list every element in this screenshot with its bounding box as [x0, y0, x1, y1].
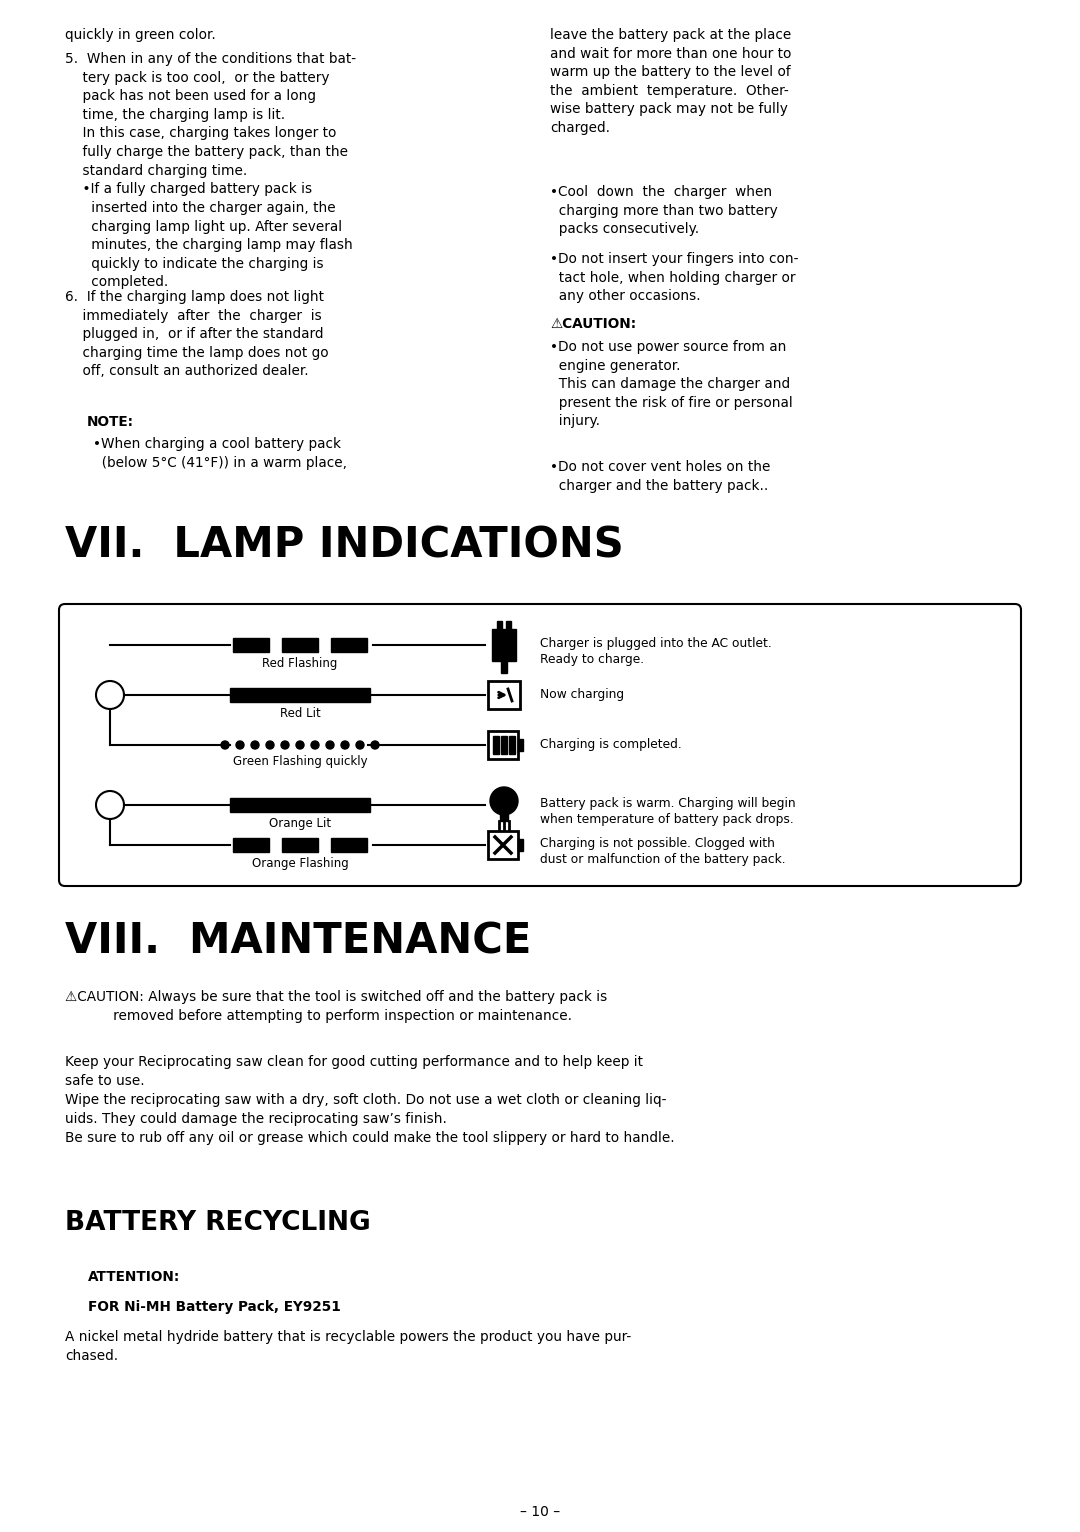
Circle shape	[341, 741, 349, 749]
Bar	[492, 630, 516, 660]
Circle shape	[281, 741, 289, 749]
Text: A nickel metal hydride battery that is recyclable powers the product you have pu: A nickel metal hydride battery that is r…	[65, 1330, 631, 1362]
Circle shape	[311, 741, 319, 749]
Bar	[500, 813, 508, 821]
Bar	[501, 735, 507, 754]
Text: ATTENTION:: ATTENTION:	[87, 1270, 180, 1284]
Bar	[488, 830, 518, 859]
Bar	[492, 735, 499, 754]
Text: BATTERY RECYCLING: BATTERY RECYCLING	[65, 1210, 370, 1236]
Text: Orange Flashing: Orange Flashing	[252, 856, 349, 870]
Bar	[330, 637, 367, 653]
Text: Red Flashing: Red Flashing	[262, 657, 338, 669]
Text: Red Lit: Red Lit	[280, 706, 321, 720]
Text: •Do not use power source from an
  engine generator.
  This can damage the charg: •Do not use power source from an engine …	[550, 340, 793, 429]
Circle shape	[490, 787, 518, 815]
Bar	[233, 838, 269, 852]
Bar	[518, 738, 523, 751]
Text: FOR Ni-MH Battery Pack, EY9251: FOR Ni-MH Battery Pack, EY9251	[87, 1301, 341, 1314]
Circle shape	[96, 682, 124, 709]
Text: leave the battery pack at the place
and wait for more than one hour to
warm up t: leave the battery pack at the place and …	[550, 28, 792, 135]
Text: Be sure to rub off any oil or grease which could make the tool slippery or hard : Be sure to rub off any oil or grease whi…	[65, 1131, 675, 1144]
Circle shape	[372, 741, 379, 749]
Text: •Do not insert your fingers into con-
  tact hole, when holding charger or
  any: •Do not insert your fingers into con- ta…	[550, 251, 798, 303]
Text: – 10 –: – 10 –	[519, 1504, 561, 1520]
Text: •Do not cover vent holes on the
  charger and the battery pack..: •Do not cover vent holes on the charger …	[550, 460, 770, 493]
Circle shape	[96, 791, 124, 820]
Text: Green Flashing quickly: Green Flashing quickly	[232, 755, 367, 768]
Text: VII.  LAMP INDICATIONS: VII. LAMP INDICATIONS	[65, 525, 624, 567]
Circle shape	[266, 741, 274, 749]
Text: Charging is not possible. Clogged with
dust or malfunction of the battery pack.: Charging is not possible. Clogged with d…	[540, 836, 785, 866]
Bar	[330, 838, 367, 852]
Text: •Cool  down  the  charger  when
  charging more than two battery
  packs consecu: •Cool down the charger when charging mor…	[550, 185, 778, 236]
FancyBboxPatch shape	[59, 604, 1021, 885]
Text: ⚠CAUTION:: ⚠CAUTION:	[550, 317, 636, 331]
Bar	[282, 637, 318, 653]
Circle shape	[237, 741, 244, 749]
Text: •When charging a cool battery pack
  (below 5°C (41°F)) in a warm place,: •When charging a cool battery pack (belo…	[93, 437, 347, 470]
Circle shape	[326, 741, 334, 749]
Bar	[488, 731, 518, 758]
Text: ⚠CAUTION: Always be sure that the tool is switched off and the battery pack is
 : ⚠CAUTION: Always be sure that the tool i…	[65, 990, 607, 1023]
Text: quickly in green color.: quickly in green color.	[65, 28, 216, 41]
Bar	[488, 682, 519, 709]
Text: Battery pack is warm. Charging will begin
when temperature of battery pack drops: Battery pack is warm. Charging will begi…	[540, 797, 796, 826]
Bar	[501, 660, 507, 673]
Circle shape	[251, 741, 259, 749]
Text: 5.  When in any of the conditions that bat-
    tery pack is too cool,  or the b: 5. When in any of the conditions that ba…	[65, 52, 356, 290]
Text: NOTE:: NOTE:	[87, 415, 134, 429]
Text: 6.  If the charging lamp does not light
    immediately  after  the  charger  is: 6. If the charging lamp does not light i…	[65, 290, 328, 378]
Text: Now charging: Now charging	[540, 688, 624, 702]
Text: VIII.  MAINTENANCE: VIII. MAINTENANCE	[65, 921, 531, 962]
Text: Charger is plugged into the AC outlet.
Ready to charge.: Charger is plugged into the AC outlet. R…	[540, 637, 772, 666]
Bar	[230, 798, 370, 812]
Circle shape	[356, 741, 364, 749]
Circle shape	[296, 741, 303, 749]
Circle shape	[221, 741, 229, 749]
Bar	[230, 688, 370, 702]
Bar	[507, 620, 511, 631]
Bar	[282, 838, 318, 852]
Text: Keep your Reciprocating saw clean for good cutting performance and to help keep : Keep your Reciprocating saw clean for go…	[65, 1056, 643, 1088]
Text: Charging is completed.: Charging is completed.	[540, 738, 681, 751]
Bar	[518, 840, 523, 850]
Text: Orange Lit: Orange Lit	[269, 817, 332, 830]
Text: Wipe the reciprocating saw with a dry, soft cloth. Do not use a wet cloth or cle: Wipe the reciprocating saw with a dry, s…	[65, 1092, 666, 1126]
Bar	[497, 620, 502, 631]
Bar	[509, 735, 515, 754]
Bar	[233, 637, 269, 653]
